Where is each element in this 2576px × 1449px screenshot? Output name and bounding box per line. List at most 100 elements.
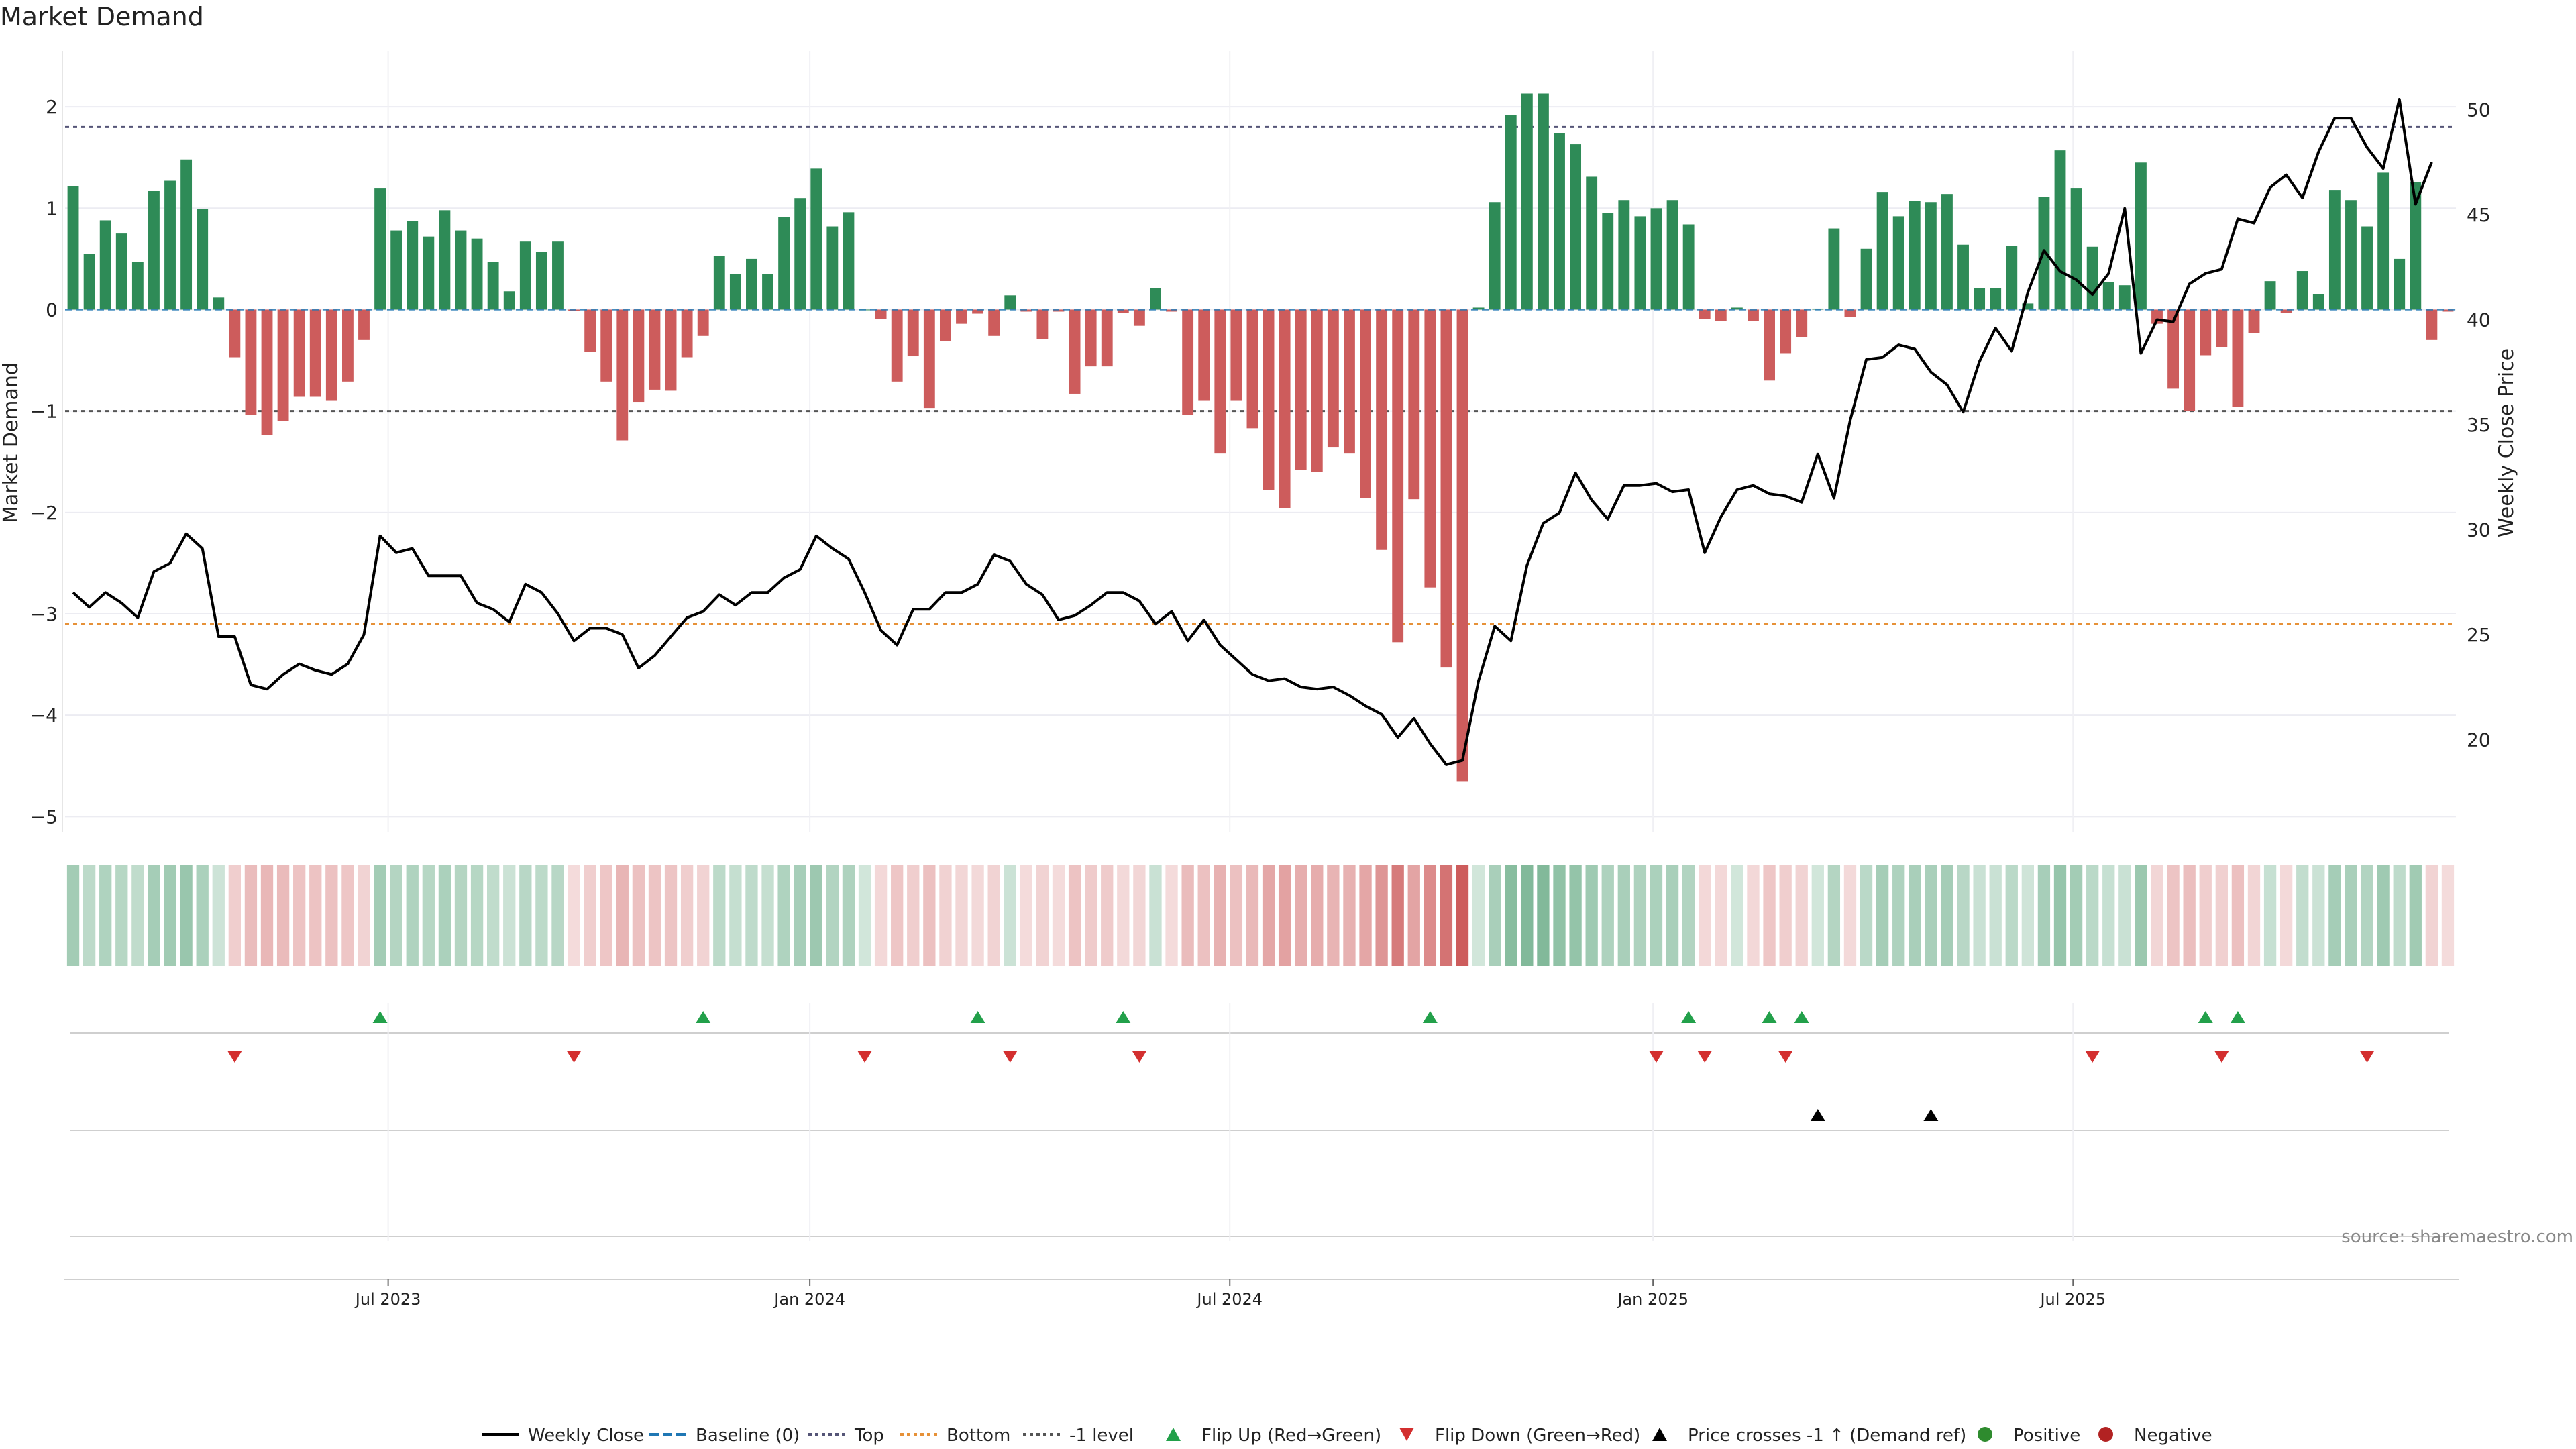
- demand-bar: [2054, 150, 2066, 310]
- demand-bar: [1408, 309, 1420, 500]
- demand-bar: [131, 262, 144, 310]
- heat-cell: [616, 865, 629, 966]
- heat-cell: [745, 865, 758, 966]
- heat-cell: [2086, 865, 2099, 966]
- demand-bar: [1780, 309, 1792, 354]
- demand-bar: [665, 309, 677, 391]
- heat-cell: [2070, 865, 2083, 966]
- source-note: source: sharemaestro.com: [2341, 1227, 2573, 1247]
- demand-bar: [843, 212, 855, 310]
- heat-cell: [1699, 865, 1711, 966]
- legend-swatch-6: [1399, 1428, 1414, 1441]
- heat-cell: [341, 865, 354, 966]
- demand-bar: [1796, 309, 1808, 337]
- heat-cell: [1343, 865, 1356, 966]
- heat-cell: [1553, 865, 1566, 966]
- heat-cell: [874, 865, 888, 966]
- heat-cell: [858, 865, 871, 966]
- heat-cell: [2312, 865, 2325, 966]
- heat-cell: [2215, 865, 2228, 966]
- demand-bar: [875, 309, 887, 319]
- demand-bar: [309, 309, 321, 397]
- demand-bar: [1634, 216, 1646, 310]
- weekly-close-line: [72, 98, 2433, 766]
- demand-bar: [988, 309, 1000, 336]
- demand-bar: [2086, 246, 2098, 310]
- left-tick-label: −2: [30, 502, 58, 524]
- heat-cell: [2425, 865, 2438, 966]
- demand-bar: [1198, 309, 1210, 401]
- heat-cell: [987, 865, 1000, 966]
- demand-bar: [455, 230, 467, 310]
- legend-label-8: Positive: [2013, 1426, 2080, 1446]
- heat-cell: [1327, 865, 1340, 966]
- heat-cell: [1311, 865, 1324, 966]
- heat-cell: [1909, 865, 1921, 966]
- legend-label-3: Bottom: [947, 1426, 1010, 1446]
- demand-bar: [1521, 93, 1533, 310]
- heat-cell: [228, 865, 241, 966]
- heat-cell: [810, 865, 822, 966]
- flip-down-marker: [1132, 1051, 1147, 1063]
- demand-bar: [1376, 309, 1388, 550]
- left-tick-label: 0: [46, 299, 58, 321]
- demand-bar: [2135, 162, 2147, 310]
- demand-bar: [1117, 309, 1129, 313]
- left-tick-label: −3: [30, 603, 58, 625]
- heat-cell: [1004, 865, 1016, 966]
- heat-cell: [2328, 865, 2341, 966]
- demand-bar: [2426, 309, 2438, 340]
- demand-bar: [2345, 200, 2357, 310]
- demand-bar: [1440, 309, 1452, 668]
- heat-cell: [842, 865, 855, 966]
- heat-cell: [2135, 865, 2147, 966]
- right-tick-label: 45: [2467, 204, 2491, 226]
- demand-bar: [2232, 309, 2244, 407]
- heat-cell: [1068, 865, 1081, 966]
- demand-bar: [358, 309, 370, 340]
- left-tick-label: 2: [46, 96, 58, 118]
- demand-bar: [487, 262, 499, 310]
- legend-swatch-8: [1978, 1427, 1992, 1442]
- heat-cell: [1149, 865, 1162, 966]
- heat-cell: [470, 865, 484, 966]
- heat-cell: [1246, 865, 1259, 966]
- demand-bar: [2280, 309, 2292, 313]
- heat-cell: [1456, 865, 1469, 966]
- heat-cell: [907, 865, 920, 966]
- demand-bar: [1602, 213, 1614, 310]
- demand-bar: [891, 309, 903, 382]
- demand-bar: [778, 217, 790, 310]
- flip-up-marker: [696, 1011, 711, 1023]
- demand-bar: [1925, 202, 1937, 310]
- heat-cell: [1941, 865, 1953, 966]
- heat-cell: [584, 865, 596, 966]
- demand-bar: [277, 309, 289, 421]
- demand-bar: [1892, 216, 1904, 310]
- heat-cell: [1440, 865, 1453, 966]
- demand-bar: [956, 309, 967, 324]
- demand-bar: [1650, 208, 1662, 310]
- heat-cell: [568, 865, 580, 966]
- heat-cell: [1585, 865, 1598, 966]
- demand-bar: [713, 256, 725, 310]
- heat-cell: [1521, 865, 1534, 966]
- demand-bar: [794, 198, 806, 310]
- legend-label-4: -1 level: [1069, 1426, 1134, 1446]
- demand-bar: [1489, 202, 1501, 310]
- heat-cell: [1682, 865, 1695, 966]
- demand-bar: [2442, 309, 2454, 312]
- heat-cell: [1117, 865, 1130, 966]
- demand-bar: [2361, 226, 2373, 310]
- demand-bar: [1053, 309, 1065, 312]
- demand-bar: [67, 186, 79, 310]
- demand-bar: [197, 209, 209, 310]
- flip-up-marker: [1762, 1011, 1777, 1023]
- flip-up-marker: [1116, 1011, 1131, 1023]
- heat-cell: [358, 865, 370, 966]
- heat-cell: [1278, 865, 1291, 966]
- demand-bar: [1828, 228, 1840, 310]
- heat-cell: [1505, 865, 1517, 966]
- demand-bar: [1537, 93, 1549, 310]
